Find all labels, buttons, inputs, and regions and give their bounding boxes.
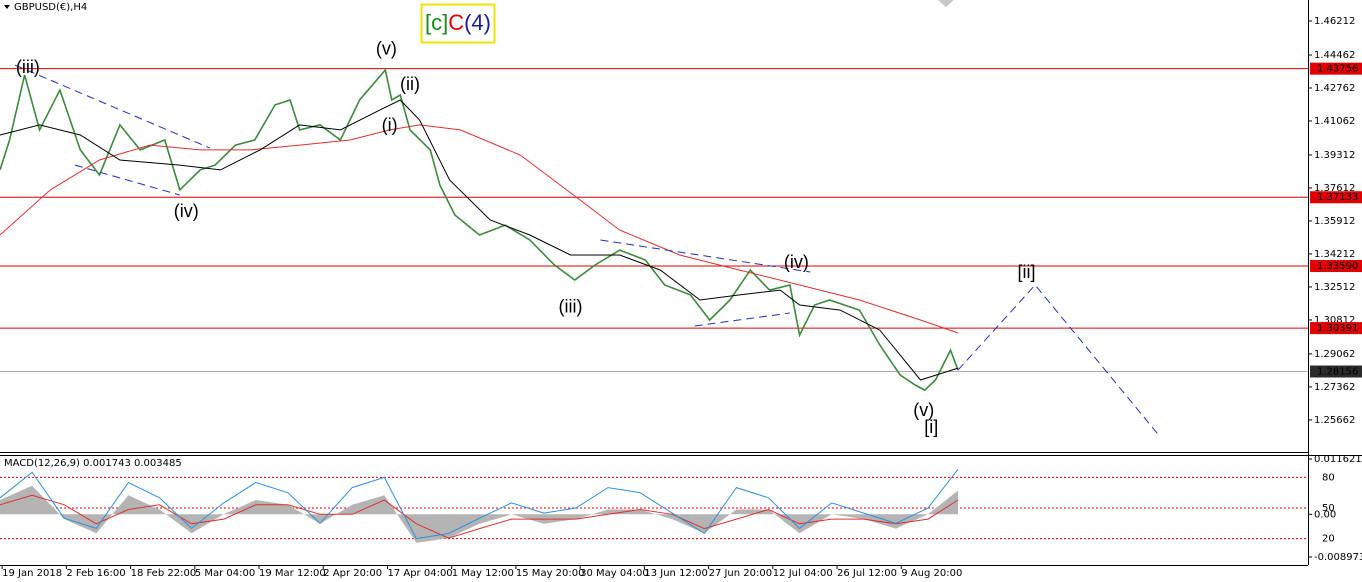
x-tick-label: 30 May 04:00 <box>580 568 649 579</box>
level-label-bg <box>1310 260 1362 273</box>
y-tick-label: -0.008973 <box>1314 552 1362 563</box>
trendline <box>600 239 811 273</box>
y-tick-label: 1.35912 <box>1314 216 1355 227</box>
y-tick-label: 1.32512 <box>1314 282 1355 293</box>
wave-label: (i) <box>382 115 398 135</box>
y-tick-label: 1.37612 <box>1314 183 1355 194</box>
x-tick-label: 27 Jun 20:00 <box>709 568 773 579</box>
y2-tick-label: 80 <box>1322 472 1335 483</box>
label-box-text: [c]C(4) <box>425 10 491 35</box>
signal-line <box>0 494 959 539</box>
x-tick-label: 9 Aug 20:00 <box>901 568 962 579</box>
y-tick-label: 1.34212 <box>1314 249 1355 260</box>
x-tick-label: 2 Apr 20:00 <box>323 568 382 579</box>
wave-label: (ii) <box>400 74 420 94</box>
chart-title: GBPUSD(€),H4 <box>14 2 87 13</box>
level-label-bg <box>1310 322 1362 335</box>
wave-label: (v) <box>376 39 397 59</box>
label-part: [c] <box>425 10 448 35</box>
wave-label: (v) <box>913 400 934 420</box>
x-tick-label: 2 Feb 16:00 <box>66 568 125 579</box>
y-tick-label: 1.29062 <box>1314 349 1355 360</box>
x-tick-label: 5 Mar 04:00 <box>195 568 255 579</box>
label-part: C <box>448 10 464 35</box>
x-tick-label: 26 Jul 12:00 <box>837 568 897 579</box>
last-price-bg <box>1310 365 1362 378</box>
trendline <box>74 164 180 196</box>
wave-label: [i] <box>924 417 938 437</box>
indicator-title: MACD(12,26,9) 0.001743 0.003485 <box>4 458 182 469</box>
level-label-bg <box>1310 191 1362 204</box>
level-label: 1.30391 <box>1317 323 1358 334</box>
y2-tick-label: 20 <box>1322 534 1335 545</box>
level-label: 1.33590 <box>1317 261 1358 272</box>
x-tick-label: 19 Jan 2018 <box>2 568 62 579</box>
price-line <box>0 68 959 392</box>
level-label: 1.43756 <box>1317 64 1358 75</box>
trendline <box>14 64 210 149</box>
x-tick-label: 15 May 20:00 <box>516 568 585 579</box>
y-tick-label: 0.00 <box>1314 509 1336 520</box>
level-label-bg <box>1310 62 1362 75</box>
y-tick-label: 1.46212 <box>1314 16 1355 27</box>
y-tick-label: 1.39312 <box>1314 150 1355 161</box>
oscillator-line <box>0 468 959 540</box>
label-part: (4) <box>464 10 491 35</box>
wave-label: (iv) <box>174 201 199 221</box>
y-tick-label: 1.41062 <box>1314 116 1355 127</box>
y-tick-label: 0.011621 <box>1314 454 1362 465</box>
moving-average <box>0 99 959 381</box>
y-tick-label: 1.42762 <box>1314 83 1355 94</box>
y-tick-label: 1.25662 <box>1314 415 1355 426</box>
wave-label: (iv) <box>784 252 809 272</box>
y-tick-label: 1.30812 <box>1314 315 1355 326</box>
x-tick-label: 17 Apr 04:00 <box>387 568 452 579</box>
wave-label: (iii) <box>16 57 40 77</box>
last-price-label: 1.28156 <box>1317 366 1358 377</box>
x-tick-label: 19 Mar 12:00 <box>259 568 326 579</box>
y2-tick-label: 50 <box>1322 503 1335 514</box>
menu-arrow[interactable] <box>4 5 10 9</box>
x-tick-label: 1 May 12:00 <box>452 568 514 579</box>
x-tick-label: 13 Jun 12:00 <box>644 568 708 579</box>
scroll-marker <box>938 0 954 7</box>
y-tick-label: 1.44462 <box>1314 50 1355 61</box>
wave-label: [ii] <box>1017 262 1035 282</box>
x-tick-label: 18 Feb 22:00 <box>131 568 197 579</box>
level-label: 1.37133 <box>1317 192 1358 203</box>
macd-histogram <box>0 485 958 543</box>
wave-label: (iii) <box>559 297 583 317</box>
trendline <box>694 312 790 327</box>
label-box <box>420 3 496 44</box>
x-tick-label: 12 Jul 04:00 <box>773 568 833 579</box>
moving-average <box>0 124 959 334</box>
y-tick-label: 1.27362 <box>1314 382 1355 393</box>
